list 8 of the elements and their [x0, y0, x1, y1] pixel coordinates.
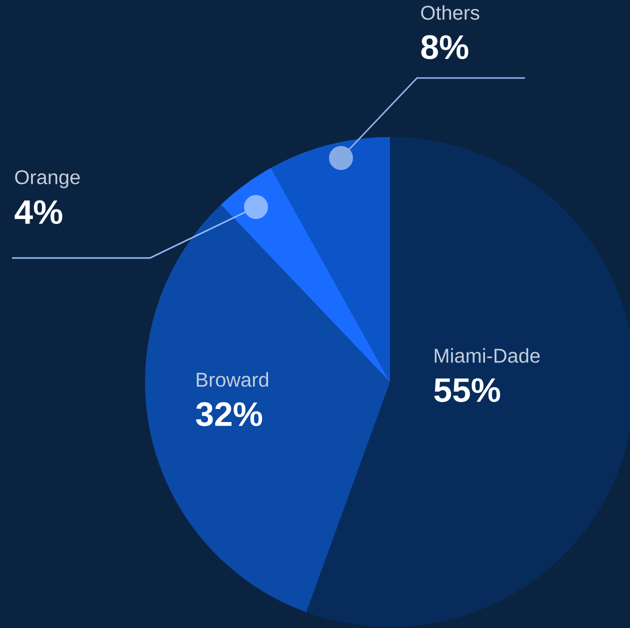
- data-label: 32%: [196, 402, 262, 426]
- slice-label: Others: [421, 5, 480, 20]
- data-label: 8%: [421, 35, 468, 60]
- data-label: 55%: [434, 378, 500, 402]
- data-label: 4%: [14, 200, 62, 224]
- slice-label: Broward: [196, 372, 268, 387]
- slice-label: Orange: [15, 170, 80, 188]
- slice-label: Miami-Dade: [434, 348, 540, 363]
